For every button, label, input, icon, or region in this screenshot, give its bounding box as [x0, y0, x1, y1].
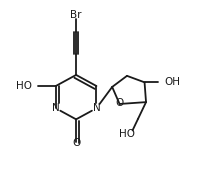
- Text: OH: OH: [165, 77, 181, 87]
- Text: HO: HO: [16, 81, 32, 91]
- Text: N: N: [52, 103, 60, 113]
- Text: O: O: [72, 138, 80, 148]
- Text: HO: HO: [119, 129, 135, 139]
- Text: N: N: [93, 103, 100, 113]
- Text: O: O: [115, 98, 124, 108]
- Text: Br: Br: [70, 10, 82, 20]
